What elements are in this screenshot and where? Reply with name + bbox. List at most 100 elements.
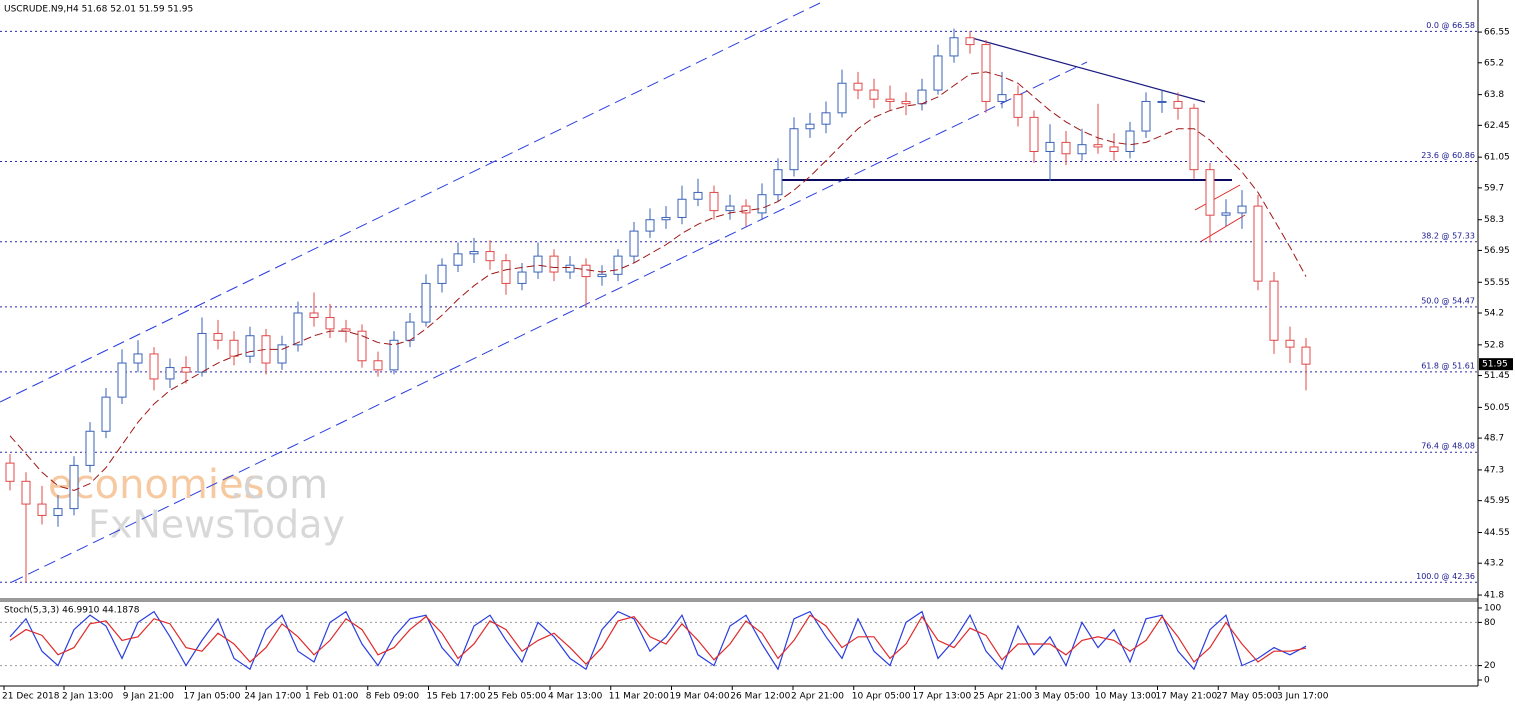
candle-body	[837, 82, 847, 114]
y-tick-label: 58.3	[1484, 215, 1504, 225]
candle-body	[277, 344, 287, 364]
candle-body	[21, 480, 31, 505]
candle-body	[869, 89, 879, 100]
last-price-box	[1479, 358, 1513, 371]
panel-separator	[0, 598, 1478, 602]
y-tick-label: 56.95	[1484, 246, 1510, 256]
candle-body	[885, 98, 895, 102]
candle-body	[549, 255, 559, 273]
y-tick-label: 62.45	[1484, 121, 1510, 131]
candle-body	[37, 503, 47, 516]
y-tick-label: 61.05	[1484, 153, 1510, 163]
candle-body	[821, 112, 831, 125]
y-tick-label: 54.2	[1484, 308, 1504, 318]
candle-body	[85, 430, 95, 466]
y-tick-label: 47.3	[1484, 465, 1504, 475]
symbol-header: USCRUDE.N9,H4 51.68 52.01 51.59 51.95	[4, 5, 193, 15]
x-tick-label: 3 Jun 17:00	[1277, 692, 1329, 702]
x-tick-label: 25 Feb 05:00	[487, 692, 546, 702]
y-tick-label: 45.95	[1484, 496, 1510, 506]
candle-body	[581, 264, 591, 278]
y-tick-label: 66.55	[1484, 28, 1510, 38]
candle-body	[949, 37, 959, 57]
candle-body	[725, 205, 735, 212]
flag-upper	[1194, 184, 1241, 211]
y-tick-label: 80	[1484, 618, 1496, 628]
price-plot	[0, 28, 1478, 583]
candle-body	[1157, 100, 1167, 103]
candle-body	[69, 464, 79, 510]
candle-body	[1301, 346, 1311, 365]
y-tick-label: 51.45	[1484, 371, 1510, 381]
candle-body	[149, 353, 159, 380]
y-tick-label: 41.8	[1484, 591, 1504, 601]
candle-body	[229, 339, 239, 357]
flag-lower	[1199, 214, 1246, 243]
candle-body	[613, 255, 623, 275]
candle-body	[565, 264, 575, 273]
x-tick-label: 15 Feb 17:00	[427, 692, 486, 702]
candle-body	[293, 312, 303, 346]
y-tick-label: 63.8	[1484, 90, 1504, 100]
x-tick-label: 8 Feb 09:00	[366, 692, 420, 702]
candle-body	[773, 169, 783, 196]
candle-body	[117, 362, 127, 398]
y-tick-label: 100	[1484, 603, 1501, 613]
candle-body	[1093, 144, 1103, 148]
x-tick-label: 17 Jan 05:00	[184, 692, 241, 702]
watermark-site: FxNewsToday	[88, 503, 345, 547]
candle-body	[1269, 280, 1279, 341]
candle-body	[997, 94, 1007, 102]
candle-body	[133, 353, 143, 364]
x-tick-label: 25 Apr 21:00	[973, 692, 1032, 702]
x-tick-label: 21 Dec 2018	[2, 692, 60, 702]
candle-body	[1061, 141, 1071, 155]
candle-body	[5, 462, 15, 482]
x-tick-label: 24 Jan 17:00	[244, 692, 301, 702]
candle-body	[597, 273, 607, 278]
channel-lower	[11, 61, 1088, 583]
y-tick-label: 55.55	[1484, 278, 1510, 288]
candle-body	[53, 508, 63, 516]
fib-label: 38.2 @ 57.33	[1421, 231, 1475, 240]
candle-body	[789, 128, 799, 171]
y-tick-label: 59.7	[1484, 183, 1504, 193]
candle-body	[1045, 141, 1055, 152]
fib-label: 0.0 @ 66.58	[1426, 21, 1475, 30]
x-tick-label: 19 Mar 04:00	[670, 692, 730, 702]
fib-label: 50.0 @ 54.47	[1421, 296, 1475, 305]
candle-body	[661, 216, 671, 221]
candle-body	[709, 191, 719, 212]
channel-upper	[0, 2, 821, 403]
candle-body	[1013, 94, 1023, 118]
x-tick-label: 27 May 05:00	[1216, 692, 1278, 702]
candle-body	[965, 37, 975, 46]
moving-average	[9, 71, 1307, 491]
candle-body	[1189, 107, 1199, 171]
y-tick-label: 52.8	[1484, 340, 1504, 350]
candle-body	[453, 253, 463, 266]
x-tick-label: 2 Jan 13:00	[62, 692, 114, 702]
x-tick-label: 17 Apr 13:00	[913, 692, 972, 702]
candle-body	[165, 367, 175, 380]
candle-body	[805, 123, 815, 130]
y-tick-label: 50.05	[1484, 403, 1510, 413]
drawings	[0, 2, 1246, 583]
y-tick-label: 65.2	[1484, 58, 1504, 68]
x-tick-label: 26 Mar 12:00	[730, 692, 790, 702]
candle-body	[693, 191, 703, 200]
candle-body	[325, 317, 335, 330]
candle-body	[1221, 212, 1231, 216]
fib-label: 23.6 @ 60.86	[1421, 151, 1475, 160]
candle-body	[181, 367, 191, 373]
candle-body	[1125, 130, 1135, 152]
x-tick-label: 17 May 21:00	[1156, 692, 1218, 702]
x-tick-label: 10 Apr 05:00	[852, 692, 911, 702]
candle-body	[629, 230, 639, 257]
candle-body	[517, 271, 527, 284]
candle-body	[437, 264, 447, 284]
candle-body	[501, 260, 511, 284]
x-tick-label: 1 Feb 01:00	[305, 692, 359, 702]
